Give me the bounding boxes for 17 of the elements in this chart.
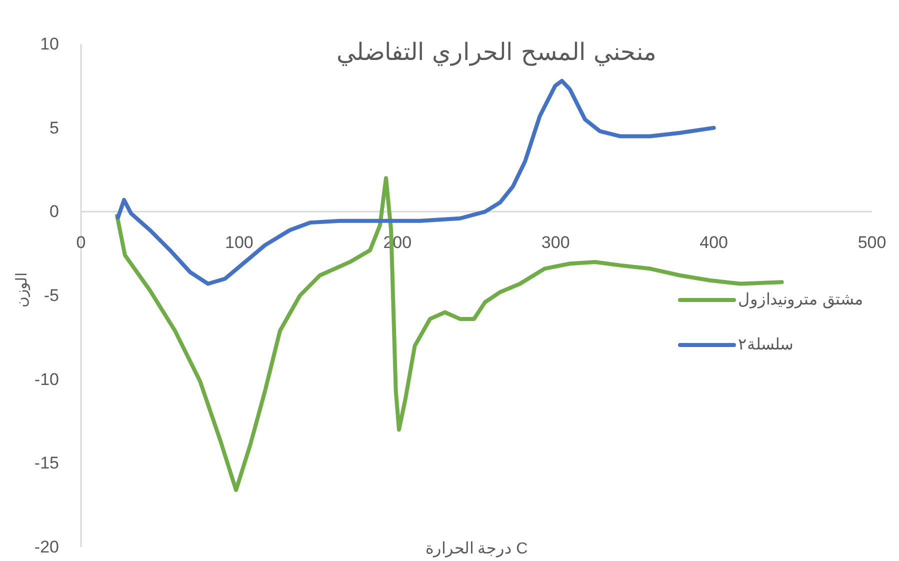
y-tick-label: -10	[34, 370, 59, 389]
x-tick-label: 100	[225, 233, 254, 252]
x-tick-label: 500	[858, 233, 886, 252]
y-tick-label: 5	[50, 118, 59, 138]
x-tick-label: 400	[700, 233, 728, 252]
x-tick-label: 300	[541, 233, 570, 252]
legend-label: مشتق مترونيدازول	[738, 292, 864, 308]
x-tick-label: 0	[76, 233, 86, 252]
y-tick-label: -5	[44, 286, 59, 305]
y-tick-label: 10	[40, 34, 59, 54]
y-tick-label: -20	[34, 538, 59, 556]
y-tick-label: 0	[50, 202, 59, 222]
y-axis-title: الوزن	[14, 272, 30, 308]
y-tick-label: -15	[34, 454, 59, 473]
chart-title: منحني المسح الحراري التفاضلي	[336, 38, 656, 66]
x-axis-title: درجة الحرارة C	[425, 540, 528, 558]
legend-label: سلسلة٢	[738, 336, 793, 354]
